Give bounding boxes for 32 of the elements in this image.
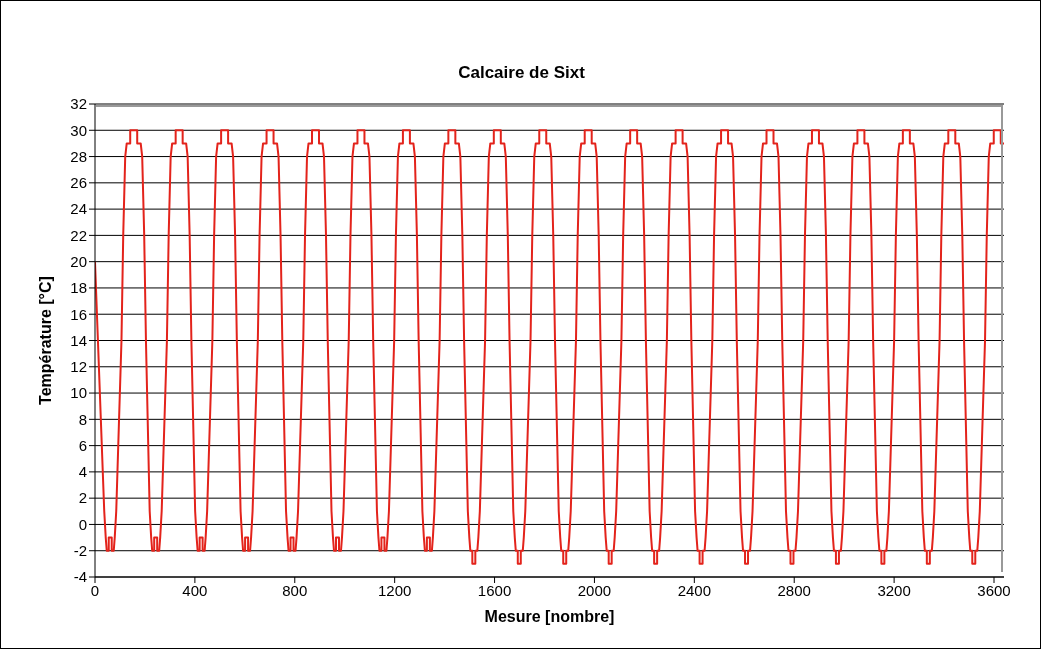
y-tick-label: 12 <box>70 358 87 376</box>
x-axis-title: Mesure [nombre] <box>484 608 615 625</box>
y-tick-label: 2 <box>78 489 87 507</box>
y-tick-label: 8 <box>78 410 87 428</box>
x-tick-label: 2000 <box>577 581 612 599</box>
y-tick-label: 32 <box>70 95 87 113</box>
y-tick-label: -4 <box>73 568 87 586</box>
y-tick-label: -2 <box>73 542 87 560</box>
y-tick-label: 10 <box>70 384 87 402</box>
x-tick-label: 2800 <box>777 581 811 599</box>
y-tick-label: 0 <box>78 515 87 533</box>
y-tick-label: 18 <box>70 279 87 297</box>
x-tick-label: 800 <box>282 581 308 599</box>
x-tick-label: 1600 <box>477 581 512 599</box>
y-tick-label: 28 <box>70 147 87 165</box>
y-tick-label: 6 <box>78 436 87 454</box>
y-tick-label: 16 <box>70 305 87 323</box>
y-tick-label: 4 <box>78 463 87 481</box>
x-tick-label: 2400 <box>677 581 712 599</box>
y-tick-label: 26 <box>70 174 87 192</box>
y-tick-label: 30 <box>70 121 87 139</box>
chart-title: Calcaire de Sixt <box>457 63 586 83</box>
x-tick-label: 400 <box>182 581 208 599</box>
y-axis-title: Température [°C] <box>36 276 54 405</box>
x-tick-label: 1200 <box>377 581 412 599</box>
y-tick-label: 20 <box>70 252 87 270</box>
y-tick-label: 14 <box>70 331 87 349</box>
y-tick-label: 24 <box>70 200 87 218</box>
x-tick-label: 3200 <box>877 581 911 599</box>
x-tick-label: 0 <box>90 581 100 599</box>
y-tick-label: 22 <box>70 226 87 244</box>
x-tick-label: 3600 <box>977 581 1011 599</box>
